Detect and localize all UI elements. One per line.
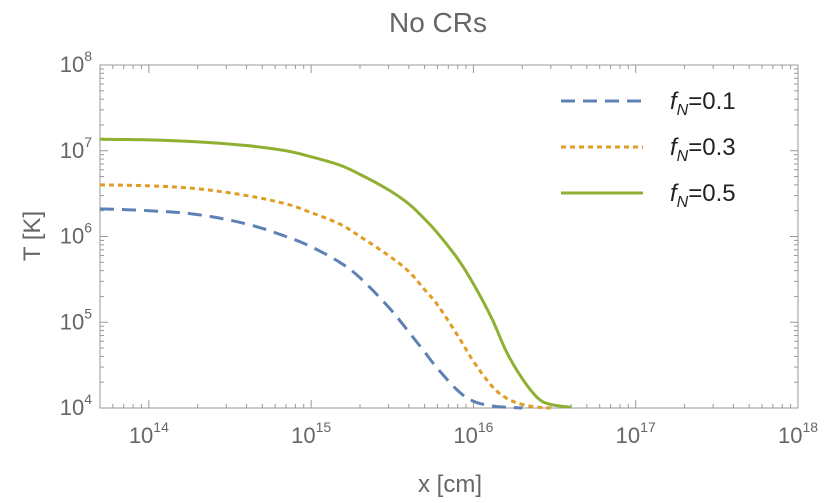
x-axis-label: x [cm] — [418, 471, 482, 498]
x-tick-label: 1015 — [291, 419, 331, 448]
chart-title: No CRs — [389, 7, 487, 38]
x-tick-label: 1016 — [453, 419, 493, 448]
series-lines — [99, 137, 572, 410]
x-tick-label: 1014 — [129, 419, 169, 448]
x-tick-labels: 1014 1015 1016 1017 1018 — [129, 419, 818, 448]
series-line-3 — [99, 137, 572, 409]
series-line-2 — [99, 183, 551, 410]
legend-label-1: fN=0.1 — [670, 88, 736, 119]
y-tick-label: 104 — [60, 391, 92, 420]
major-ticks — [100, 64, 799, 409]
legend-label-2: fN=0.3 — [670, 134, 736, 165]
legend-label-3: fN=0.5 — [670, 180, 736, 211]
y-tick-label: 107 — [60, 134, 92, 163]
minor-ticks — [99, 65, 798, 408]
series-line-1 — [99, 207, 523, 410]
y-tick-label: 106 — [60, 220, 92, 249]
plot-frame — [99, 64, 799, 409]
y-tick-label: 108 — [60, 48, 92, 77]
y-axis-label: T [K] — [19, 211, 46, 261]
x-tick-label: 1018 — [778, 419, 818, 448]
legend: fN=0.1 fN=0.3 fN=0.5 — [561, 88, 736, 211]
x-tick-label: 1017 — [616, 419, 656, 448]
y-tick-label: 105 — [60, 305, 92, 334]
y-tick-labels: 104 105 106 107 108 — [60, 48, 92, 420]
